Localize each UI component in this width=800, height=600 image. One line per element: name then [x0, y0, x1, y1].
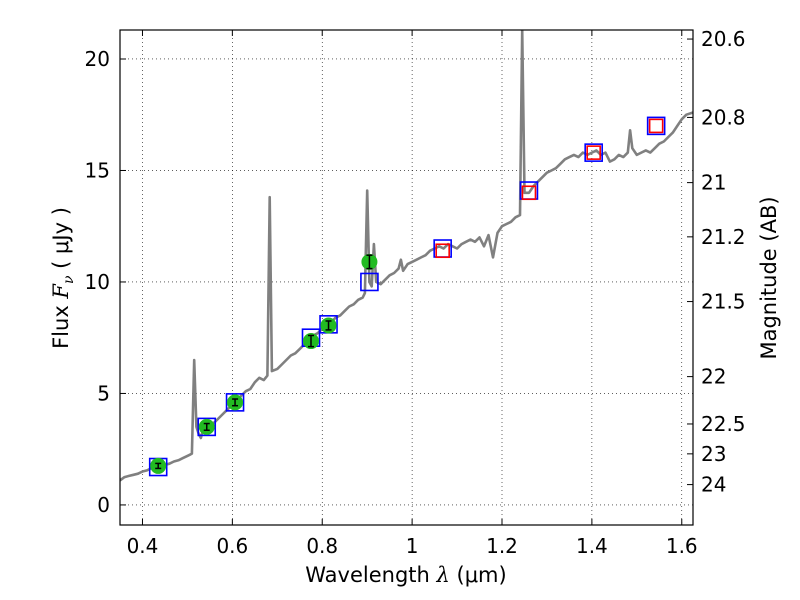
upper-square [521, 185, 537, 201]
model-square [225, 393, 245, 412]
y2-tick-label: 21.2 [701, 225, 746, 249]
model-square [360, 272, 379, 292]
x-tick-label: 1.2 [486, 534, 518, 558]
series-layer [120, 30, 693, 482]
y2-tick-label: 22.5 [701, 412, 746, 436]
y-tick-label: 0 [97, 493, 110, 517]
x-tick-label: 1.6 [666, 534, 698, 558]
upper-square [648, 118, 664, 134]
tick-marks [120, 30, 693, 525]
x-tick-label: 1 [406, 534, 419, 558]
x-tick-label: 0.8 [306, 534, 338, 558]
x-tick-label: 1.4 [576, 534, 608, 558]
y2-tick-label: 21.5 [701, 290, 746, 314]
x-tick-label: 0.6 [216, 534, 248, 558]
y2-tick-label: 20.6 [701, 27, 746, 51]
upper-square [586, 145, 601, 160]
y2-tick-label: 20.8 [701, 105, 746, 129]
y-tick-label: 15 [85, 158, 110, 182]
y2-tick-label: 21 [701, 171, 726, 195]
x-tick-label: 0.4 [127, 534, 159, 558]
y-tick-label: 10 [85, 270, 110, 294]
y2-tick-label: 24 [701, 473, 726, 497]
model-square [197, 417, 217, 437]
model-square [584, 143, 603, 162]
plot-frame [119, 29, 694, 526]
grid-lines [120, 30, 693, 525]
y-tick-label: 20 [85, 47, 110, 71]
y2-tick-label: 23 [701, 442, 726, 466]
x-axis-label: Wavelength λ (μm) [305, 563, 506, 587]
model-square [646, 116, 666, 136]
y2-axis-label: Magnitude (AB) [757, 196, 781, 359]
y-tick-label: 5 [97, 381, 110, 405]
upper-square [435, 243, 450, 259]
y2-tick-label: 22 [701, 365, 726, 389]
tick-labels: 0.4 0.6 0.8 1 1.2 1.4 1.6 0 5 10 15 20 20.6 20.8 21 21.… [85, 27, 746, 558]
y-axis-label: Flux Fν ( μJy ) [49, 207, 77, 349]
